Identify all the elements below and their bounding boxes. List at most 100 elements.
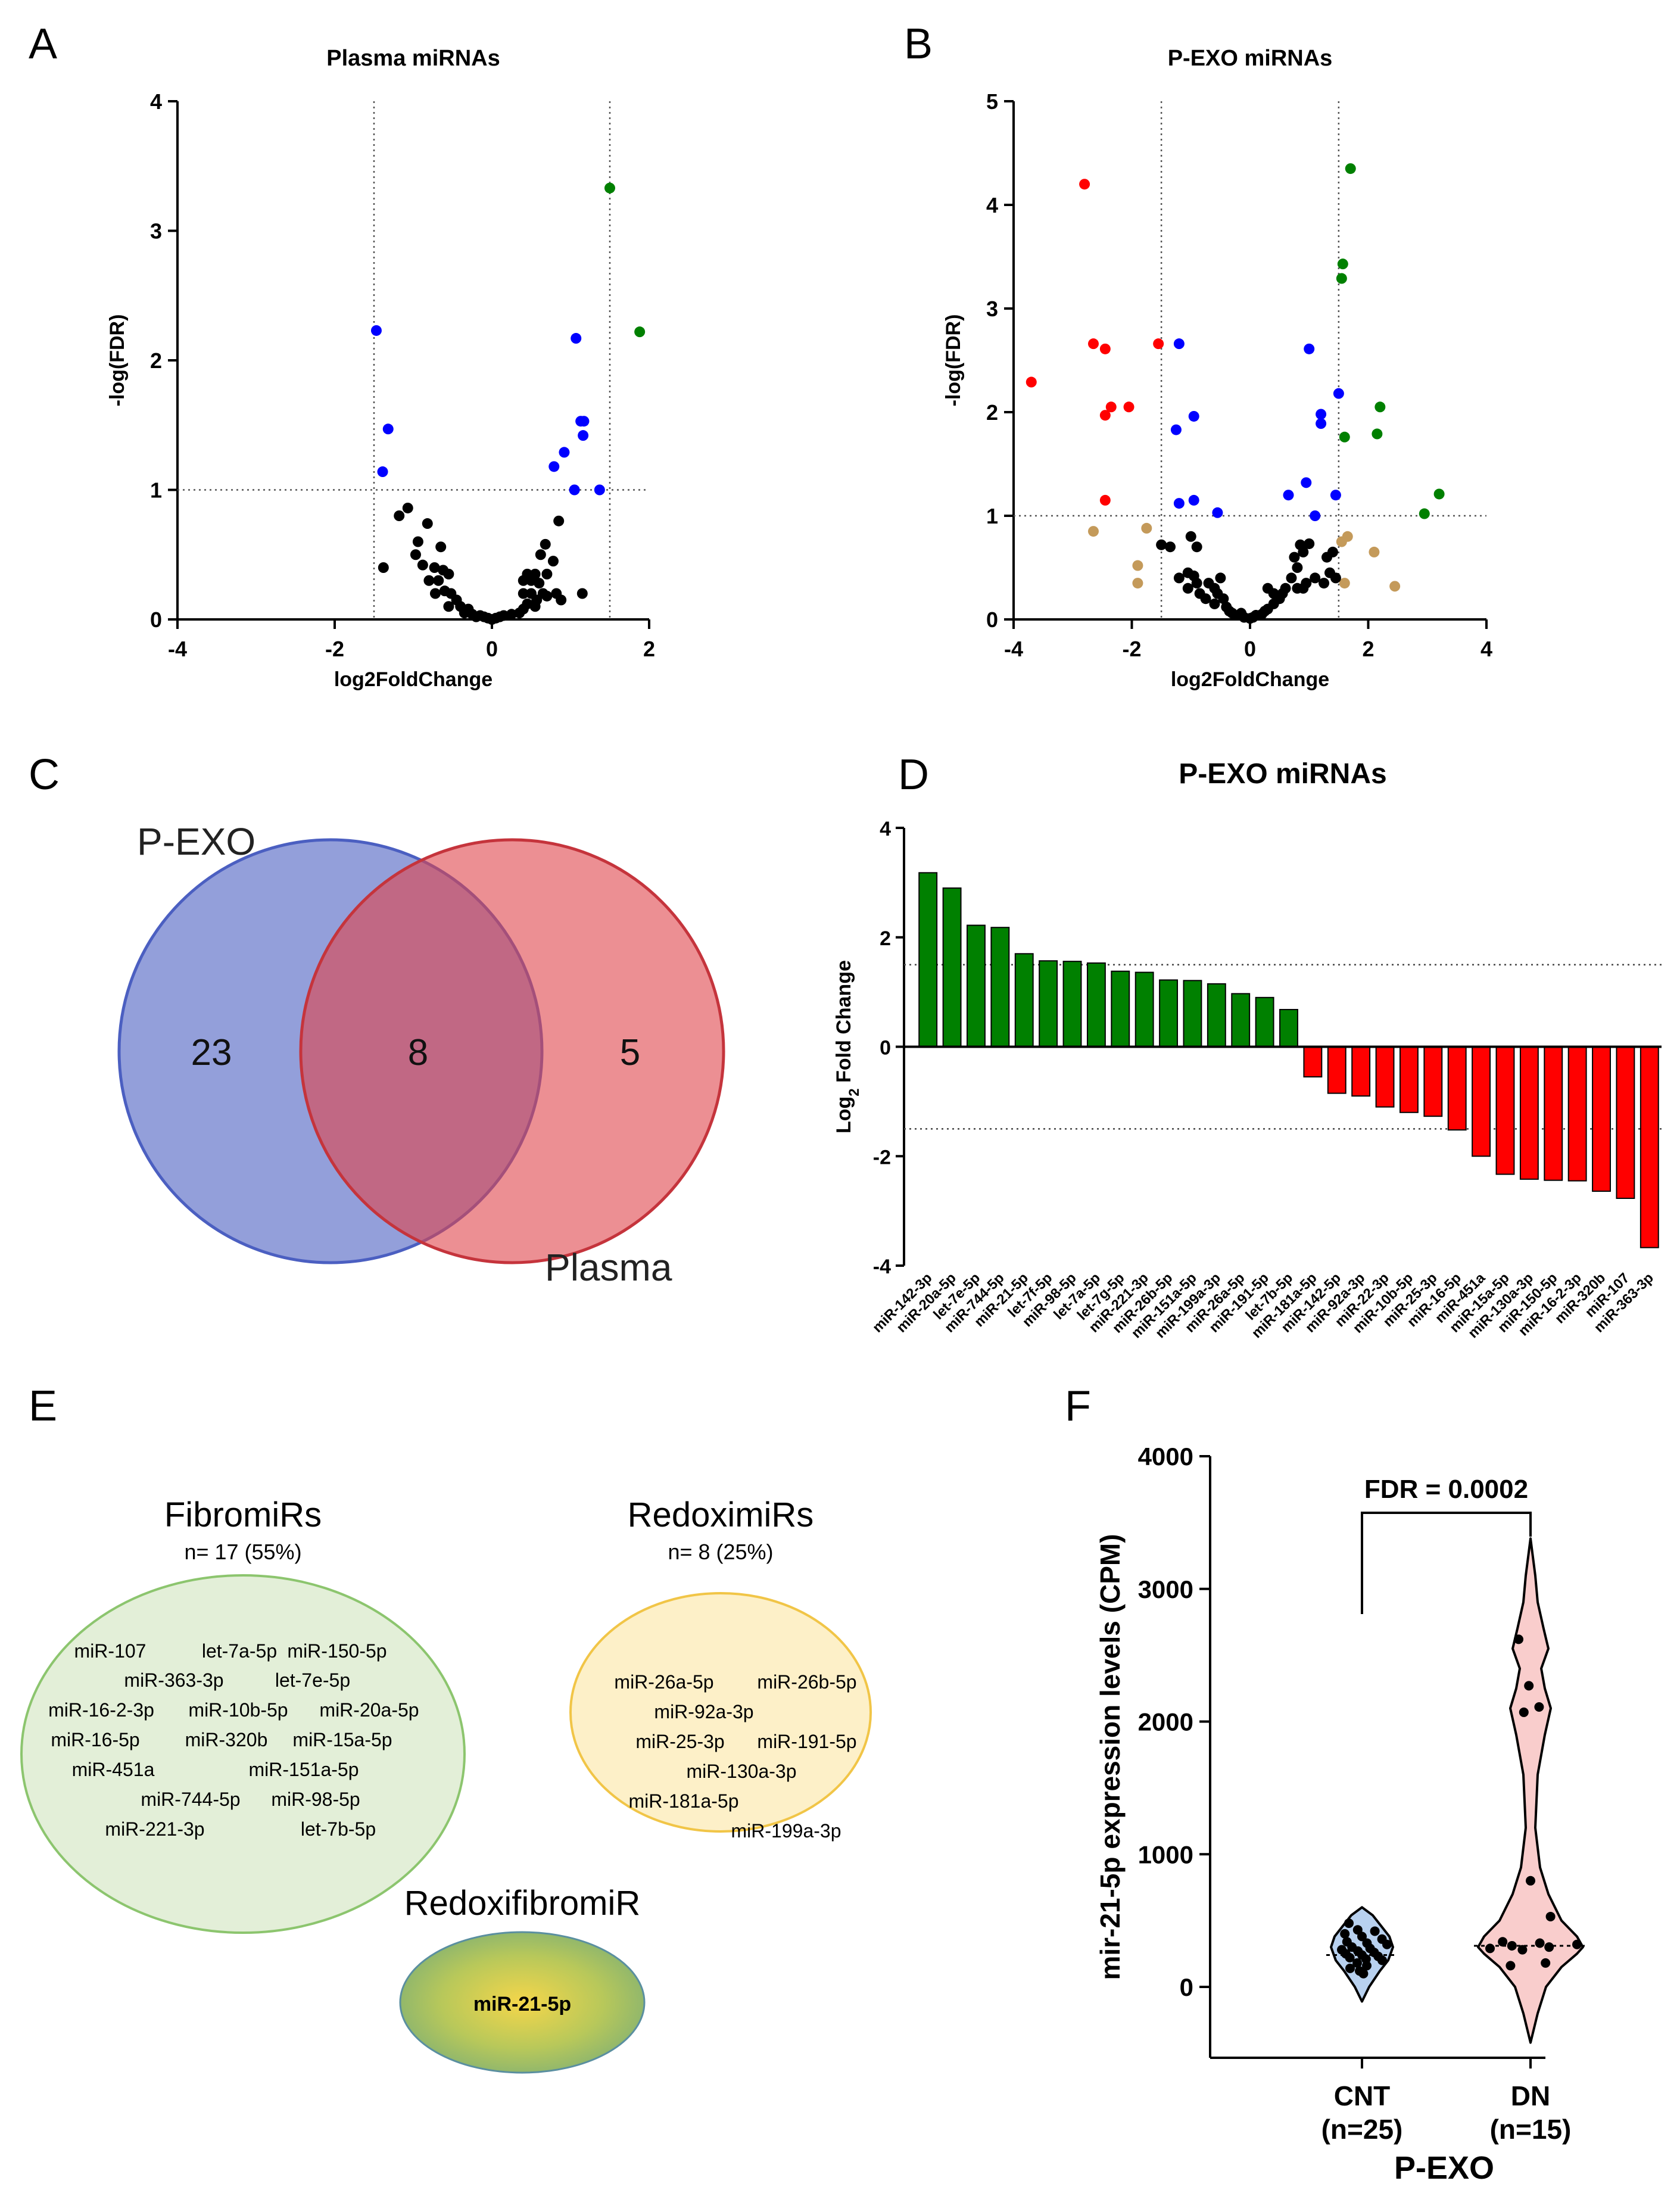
bar-miR-16-5p [1447, 1046, 1467, 1131]
bar-miR-25-3p [1423, 1046, 1443, 1117]
fibromir-item: miR-20a-5p [319, 1699, 419, 1721]
bar-miR-16-2-3p [1567, 1046, 1587, 1182]
pexo-point-not-significant [1289, 552, 1300, 563]
violin-point-DN [1541, 1958, 1551, 1968]
bar-miR-363-3p [1640, 1046, 1659, 1248]
plasma-y-tick-label: 4 [150, 89, 162, 114]
pexo-point-not-significant [1185, 531, 1196, 542]
panel-letter-b: B [904, 20, 933, 68]
plasma-point-significant [594, 484, 605, 496]
panel-letter-f: F [1065, 1382, 1091, 1430]
pexo-point-not-significant [1292, 562, 1303, 573]
pexo-point-down-significant [1087, 338, 1099, 350]
pexo-point-not-significant [1292, 582, 1303, 594]
redoxifibromir-ellipse [399, 1931, 646, 2074]
pexo-point-tan [1336, 536, 1347, 547]
pexo-point-not-significant [1215, 572, 1226, 584]
pexo-point-up-significant [1374, 401, 1386, 413]
pexo-point-significant [1173, 498, 1185, 509]
fibromir-item: miR-15a-5p [292, 1729, 392, 1750]
pexo-point-significant [1301, 477, 1312, 488]
pexo-x-tick-label: 0 [1244, 637, 1256, 661]
fibromir-item: miR-320b [185, 1729, 268, 1750]
plasma-point-not-significant [540, 538, 551, 550]
violin-point-DN [1498, 1937, 1508, 1947]
pexo-point-not-significant [1295, 539, 1306, 550]
venn-count-pexo-only: 23 [191, 1032, 232, 1073]
bar-miR-191-5p [1255, 996, 1274, 1048]
fibromirs-list: miR-107 let-7a-5p miR-150-5p miR-363-3p let-… [48, 1640, 419, 1840]
pexo-point-down-significant [1123, 401, 1134, 413]
pexo-point-significant [1188, 410, 1199, 422]
violin-point-CNT [1345, 1952, 1355, 1962]
plasma-point-not-significant [535, 549, 546, 560]
violin-y-tick-label: 2000 [1138, 1708, 1193, 1736]
fibromir-item: miR-221-3p [105, 1818, 204, 1840]
plasma-point-significant-high [634, 326, 646, 338]
pexo-point-significant [1188, 494, 1199, 506]
pexo-point-up-significant [1337, 258, 1348, 270]
plasma-x-tick-label: 2 [643, 637, 655, 661]
bar-miR-199a-3p [1207, 983, 1226, 1048]
bar-y-tick-label: 4 [880, 818, 891, 840]
pexo-point-not-significant [1191, 578, 1202, 589]
plasma-point-not-significant [378, 562, 389, 573]
violin-bracket [1361, 1512, 1532, 1614]
pexo-y-tick-label: 4 [986, 193, 998, 217]
bar-miR-15a-5p [1495, 1046, 1515, 1175]
pexo-point-tan [1389, 581, 1401, 592]
pexo-y-tick-label: 5 [986, 89, 998, 114]
pexo-point-down-significant [1153, 338, 1164, 350]
violin-point-DN [1545, 1911, 1556, 1921]
plasma-point-not-significant [576, 588, 588, 599]
violin-annotation: FDR = 0.0002 [1364, 1475, 1528, 1504]
pexo-point-tan [1132, 578, 1143, 589]
violin-group-name: CNT [1334, 2080, 1391, 2111]
plasma-x-tick-label: -4 [168, 637, 187, 661]
plasma-point-not-significant [531, 594, 543, 606]
violin-point-DN [1514, 1634, 1523, 1644]
pexo-point-down-significant [1105, 401, 1117, 413]
pexo-point-not-significant [1191, 541, 1202, 553]
bar-miR-92a-3p [1351, 1046, 1371, 1097]
pexo-point-up-significant [1336, 273, 1347, 284]
panel-letter-a: A [29, 20, 57, 68]
pexo-point-not-significant [1165, 541, 1176, 553]
redoximir-item: miR-26a-5p [614, 1671, 713, 1693]
fibromir-item: miR-150-5p [287, 1640, 387, 1662]
bar-miR-142-5p [1327, 1046, 1347, 1094]
pexo-point-tan [1087, 526, 1099, 537]
pexo-y-tick-label: 3 [986, 297, 998, 321]
venn-circle-plasma [299, 838, 725, 1264]
plasma-point-significant [569, 484, 580, 496]
fibromir-item: miR-16-2-3p [48, 1699, 154, 1721]
pexo-point-up-significant [1345, 163, 1356, 175]
plasma-point-not-significant [498, 610, 509, 621]
bar-y-tick-label: 0 [880, 1037, 891, 1060]
violin-point-DN [1544, 1942, 1554, 1952]
bar-miR-20a-5p [942, 887, 962, 1048]
plasma-point-not-significant [394, 510, 405, 521]
panel-letter-e: E [29, 1382, 57, 1430]
plasma-point-significant [382, 423, 394, 435]
pexo-point-down-significant [1099, 494, 1111, 506]
violin-point-DN [1526, 1876, 1535, 1886]
plasma-point-not-significant [534, 578, 545, 589]
fibromir-item: miR-98-5p [271, 1789, 360, 1810]
fibromir-item: let-7e-5p [275, 1669, 350, 1691]
bar-miR-130a-3p [1519, 1046, 1539, 1180]
violin-point-DN [1524, 1681, 1534, 1691]
pexo-x-tick-label: -4 [1004, 637, 1023, 661]
pexo-point-not-significant [1304, 538, 1315, 549]
plasma-y-tick-label: 3 [150, 219, 162, 244]
plasma-y-tick-label: 2 [150, 348, 162, 373]
pexo-point-down-significant [1079, 179, 1090, 190]
plasma-point-not-significant [556, 594, 567, 606]
pexo-point-not-significant [1330, 572, 1341, 584]
pexo-point-tan [1339, 578, 1350, 589]
plasma-point-not-significant [443, 601, 454, 612]
fibromir-item: miR-363-3p [124, 1669, 223, 1691]
violin-point-CNT [1357, 1932, 1367, 1942]
violin-point-DN [1519, 1707, 1529, 1717]
